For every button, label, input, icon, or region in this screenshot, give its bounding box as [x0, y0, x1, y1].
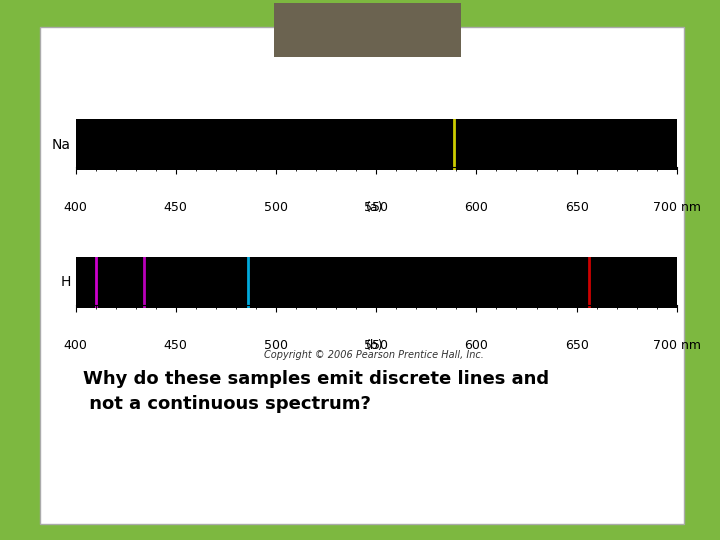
- Text: Na: Na: [52, 138, 71, 152]
- Text: H: H: [60, 275, 71, 289]
- Text: (a): (a): [366, 201, 383, 214]
- Text: not a continuous spectrum?: not a continuous spectrum?: [83, 395, 371, 413]
- Text: (b): (b): [366, 339, 383, 352]
- Text: Why do these samples emit discrete lines and: Why do these samples emit discrete lines…: [83, 370, 549, 388]
- Text: Copyright © 2006 Pearson Prentice Hall, Inc.: Copyright © 2006 Pearson Prentice Hall, …: [264, 350, 485, 360]
